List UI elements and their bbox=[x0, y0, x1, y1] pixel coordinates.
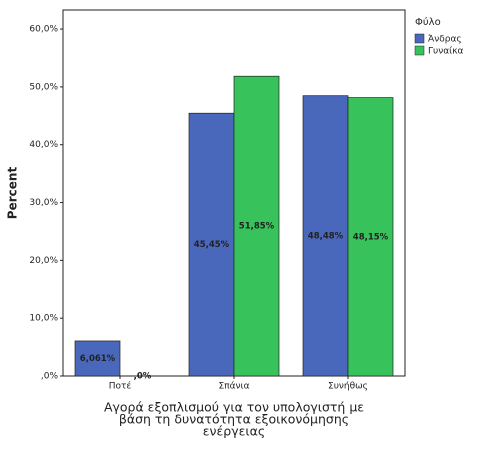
y-tick-label: 40,0% bbox=[29, 140, 58, 150]
bar bbox=[188, 112, 235, 377]
x-tick-label: Σπάνια bbox=[218, 382, 249, 392]
x-axis-label: Αγορά εξοπλισμού για τον υπολογιστή με bbox=[104, 400, 364, 415]
value-label: 51,85% bbox=[239, 222, 275, 232]
y-tick-label: 10,0% bbox=[29, 314, 58, 324]
bar bbox=[74, 340, 121, 377]
x-tick-label: Ποτέ bbox=[109, 381, 132, 392]
y-tick-label: 50,0% bbox=[29, 82, 58, 92]
y-tick-label: 30,0% bbox=[29, 198, 58, 208]
legend-label: Γυναίκα bbox=[428, 47, 464, 57]
legend-label: Άνδρας bbox=[428, 35, 462, 45]
y-axis-label: Percent bbox=[6, 167, 20, 220]
value-label: 48,15% bbox=[353, 232, 389, 242]
x-axis-label: βάση τη δυνατότητα εξοικονόμησης bbox=[119, 412, 349, 427]
y-tick-label: 60,0% bbox=[29, 25, 58, 35]
y-tick-label: 20,0% bbox=[29, 256, 58, 266]
bar bbox=[347, 97, 394, 377]
y-tick-label: ,0% bbox=[41, 372, 59, 382]
value-label: ,0% bbox=[134, 372, 152, 382]
x-axis-label: ενέργειας bbox=[203, 424, 265, 439]
value-label: 6,061% bbox=[80, 354, 116, 364]
bar bbox=[302, 95, 349, 377]
legend-swatch bbox=[414, 45, 425, 56]
bar bbox=[233, 75, 280, 377]
value-label: 45,45% bbox=[194, 240, 230, 250]
value-label: 48,48% bbox=[308, 231, 344, 241]
x-tick-label: Συνήθως bbox=[328, 382, 368, 392]
legend-swatch bbox=[414, 33, 425, 44]
legend-title: Φύλο bbox=[415, 16, 441, 28]
